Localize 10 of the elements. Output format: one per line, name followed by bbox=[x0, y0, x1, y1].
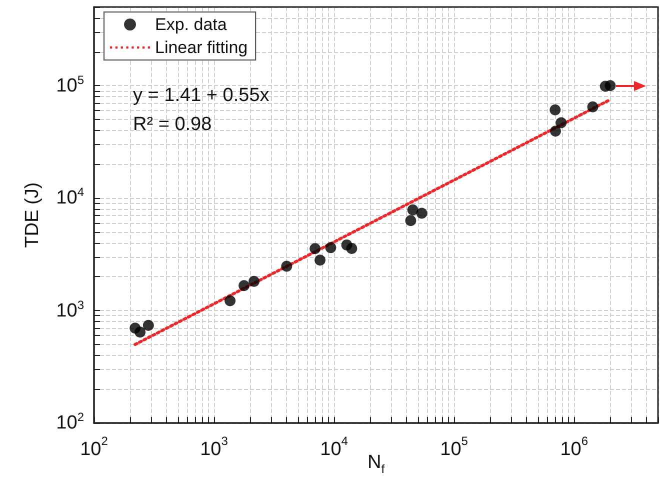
y-tick-label: 10$^{4}$ bbox=[56, 185, 84, 210]
legend-label: Linear fitting bbox=[155, 38, 248, 57]
y-axis-title: TDE (J) bbox=[22, 182, 43, 248]
y-tick-label: 10$^{2}$ bbox=[56, 410, 84, 434]
y-tick-label: 10$^{3}$ bbox=[56, 298, 84, 322]
annotation: R² = 0.98 bbox=[133, 114, 212, 136]
annotation: y = 1.41 + 0.55x bbox=[133, 85, 270, 107]
x-axis-title: N$_{f}$ bbox=[367, 452, 385, 476]
y-tick-label: 10$^{5}$ bbox=[56, 72, 84, 97]
legend-label: Exp. data bbox=[155, 15, 228, 34]
